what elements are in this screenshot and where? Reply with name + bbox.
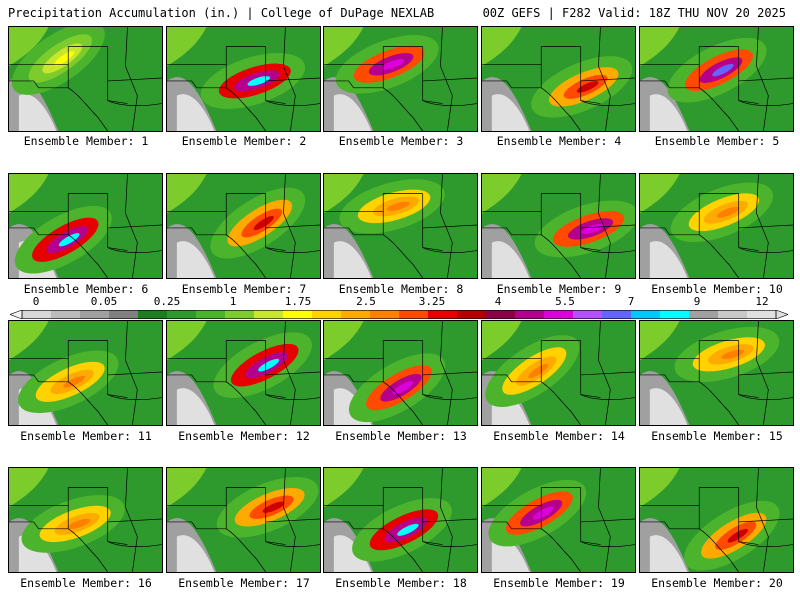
run-valid-time: 00Z GEFS | F282 Valid: 18Z THU NOV 20 20… bbox=[482, 6, 786, 20]
colorbar-swatch bbox=[283, 310, 313, 319]
colorbar-tick-label: 5.5 bbox=[555, 295, 575, 308]
ensemble-member-map bbox=[481, 26, 636, 132]
ensemble-member-map bbox=[639, 320, 794, 426]
colorbar-swatch bbox=[196, 310, 226, 319]
ensemble-member-label: Ensemble Member: 6 bbox=[23, 282, 149, 296]
ensemble-member-label: Ensemble Member: 7 bbox=[181, 282, 307, 296]
colorbar-swatch bbox=[254, 310, 284, 319]
ensemble-member-label: Ensemble Member: 11 bbox=[20, 429, 152, 443]
colorbar-swatch bbox=[544, 310, 574, 319]
colorbar-swatch bbox=[515, 310, 545, 319]
ensemble-member-map bbox=[639, 26, 794, 132]
ensemble-member-map bbox=[481, 173, 636, 279]
ensemble-member-map bbox=[481, 467, 636, 573]
ensemble-member-label: Ensemble Member: 16 bbox=[20, 576, 152, 590]
colorbar-tick-label: 12 bbox=[755, 295, 769, 308]
ensemble-member-label: Ensemble Member: 12 bbox=[178, 429, 310, 443]
ensemble-member-label: Ensemble Member: 5 bbox=[654, 134, 780, 148]
colorbar-tick-label: 1.75 bbox=[284, 295, 312, 308]
colorbar-tick-label: 0.05 bbox=[90, 295, 118, 308]
colorbar-tick-label: 2.5 bbox=[356, 295, 376, 308]
ensemble-member-label: Ensemble Member: 15 bbox=[651, 429, 783, 443]
colorbar-swatch bbox=[573, 310, 603, 319]
colorbar-swatch bbox=[370, 310, 400, 319]
colorbar-swatch bbox=[80, 310, 110, 319]
colorbar-swatch bbox=[399, 310, 429, 319]
ensemble-member-map bbox=[639, 467, 794, 573]
colorbar-tick-label: 0 bbox=[32, 295, 40, 308]
ensemble-member-map bbox=[166, 320, 321, 426]
ensemble-member-label: Ensemble Member: 17 bbox=[178, 576, 310, 590]
colorbar-swatch bbox=[22, 310, 52, 319]
ensemble-member-label: Ensemble Member: 13 bbox=[335, 429, 467, 443]
colorbar-swatch bbox=[341, 310, 371, 319]
ensemble-member-map bbox=[166, 467, 321, 573]
colorbar-swatch bbox=[486, 310, 516, 319]
chart-title: Precipitation Accumulation (in.) | Colle… bbox=[8, 6, 435, 20]
ensemble-member-label: Ensemble Member: 10 bbox=[651, 282, 783, 296]
ensemble-member-map bbox=[481, 320, 636, 426]
colorbar-swatch bbox=[457, 310, 487, 319]
ensemble-member-map bbox=[8, 26, 163, 132]
ensemble-member-map bbox=[323, 26, 478, 132]
ensemble-member-map bbox=[166, 173, 321, 279]
colorbar-swatch bbox=[138, 310, 168, 319]
ensemble-member-label: Ensemble Member: 2 bbox=[181, 134, 307, 148]
colorbar-tick-label: 4 bbox=[494, 295, 502, 308]
ensemble-member-label: Ensemble Member: 14 bbox=[493, 429, 625, 443]
colorbar-swatch bbox=[747, 310, 777, 319]
ensemble-member-label: Ensemble Member: 20 bbox=[651, 576, 783, 590]
ensemble-member-map bbox=[8, 173, 163, 279]
ensemble-member-label: Ensemble Member: 8 bbox=[338, 282, 464, 296]
colorbar-swatch bbox=[167, 310, 197, 319]
colorbar-max-arrow bbox=[775, 310, 788, 319]
colorbar-tick-label: 9 bbox=[693, 295, 701, 308]
colorbar-swatch bbox=[312, 310, 342, 319]
colorbar-tick-label: 1 bbox=[229, 295, 237, 308]
ensemble-member-map bbox=[323, 467, 478, 573]
colorbar-swatch bbox=[602, 310, 632, 319]
colorbar-min-arrow bbox=[10, 310, 23, 319]
precipitation-colorbar bbox=[10, 310, 788, 319]
colorbar-swatch bbox=[660, 310, 690, 319]
ensemble-member-label: Ensemble Member: 18 bbox=[335, 576, 467, 590]
colorbar-swatch bbox=[631, 310, 661, 319]
ensemble-member-map bbox=[8, 320, 163, 426]
colorbar-tick-label: 3.25 bbox=[418, 295, 446, 308]
ensemble-member-label: Ensemble Member: 4 bbox=[496, 134, 622, 148]
ensemble-member-map bbox=[323, 320, 478, 426]
ensemble-member-map bbox=[166, 26, 321, 132]
ensemble-member-map bbox=[323, 173, 478, 279]
colorbar-swatch bbox=[428, 310, 458, 319]
ensemble-member-label: Ensemble Member: 3 bbox=[338, 134, 464, 148]
ensemble-member-map bbox=[8, 467, 163, 573]
ensemble-member-label: Ensemble Member: 19 bbox=[493, 576, 625, 590]
ensemble-member-label: Ensemble Member: 1 bbox=[23, 134, 149, 148]
colorbar-swatch bbox=[689, 310, 719, 319]
colorbar-swatch bbox=[51, 310, 81, 319]
colorbar-swatch bbox=[109, 310, 139, 319]
colorbar-swatch bbox=[225, 310, 255, 319]
colorbar-tick-label: 0.25 bbox=[153, 295, 181, 308]
ensemble-member-label: Ensemble Member: 9 bbox=[496, 282, 622, 296]
colorbar-swatch bbox=[718, 310, 748, 319]
colorbar-tick-label: 7 bbox=[627, 295, 635, 308]
ensemble-member-map bbox=[639, 173, 794, 279]
